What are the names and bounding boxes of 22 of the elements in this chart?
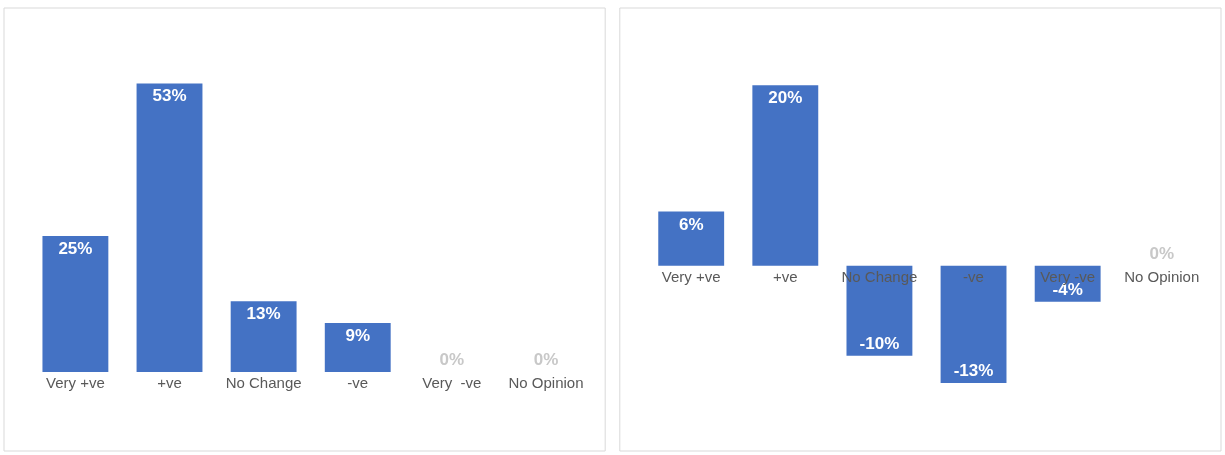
bar	[324, 323, 391, 373]
x-tick-label: No Change	[225, 374, 302, 392]
x-tick-label: Very +ve	[46, 374, 105, 392]
data-label: 25%	[58, 238, 93, 258]
bar	[42, 235, 109, 373]
bar	[230, 301, 297, 373]
x-tick-label: Very +ve	[661, 267, 721, 285]
x-tick-label: +ve	[773, 267, 798, 285]
data-label: -13%	[953, 360, 994, 380]
x-tick-label: Very -ve	[422, 374, 482, 392]
data-label: 20%	[768, 88, 803, 108]
data-label: -10%	[859, 333, 900, 353]
x-tick-label: -ve	[963, 267, 984, 285]
data-label: 53%	[152, 86, 187, 106]
x-tick-label: +ve	[157, 374, 182, 392]
data-label: 6%	[678, 214, 704, 234]
x-tick-label: No Opinion	[508, 374, 584, 392]
x-tick-label: -ve	[347, 374, 369, 392]
data-label: 13%	[246, 304, 281, 324]
x-tick-label: No Opinion	[1124, 267, 1200, 285]
data-label: 9%	[345, 326, 371, 346]
bar	[136, 83, 203, 373]
